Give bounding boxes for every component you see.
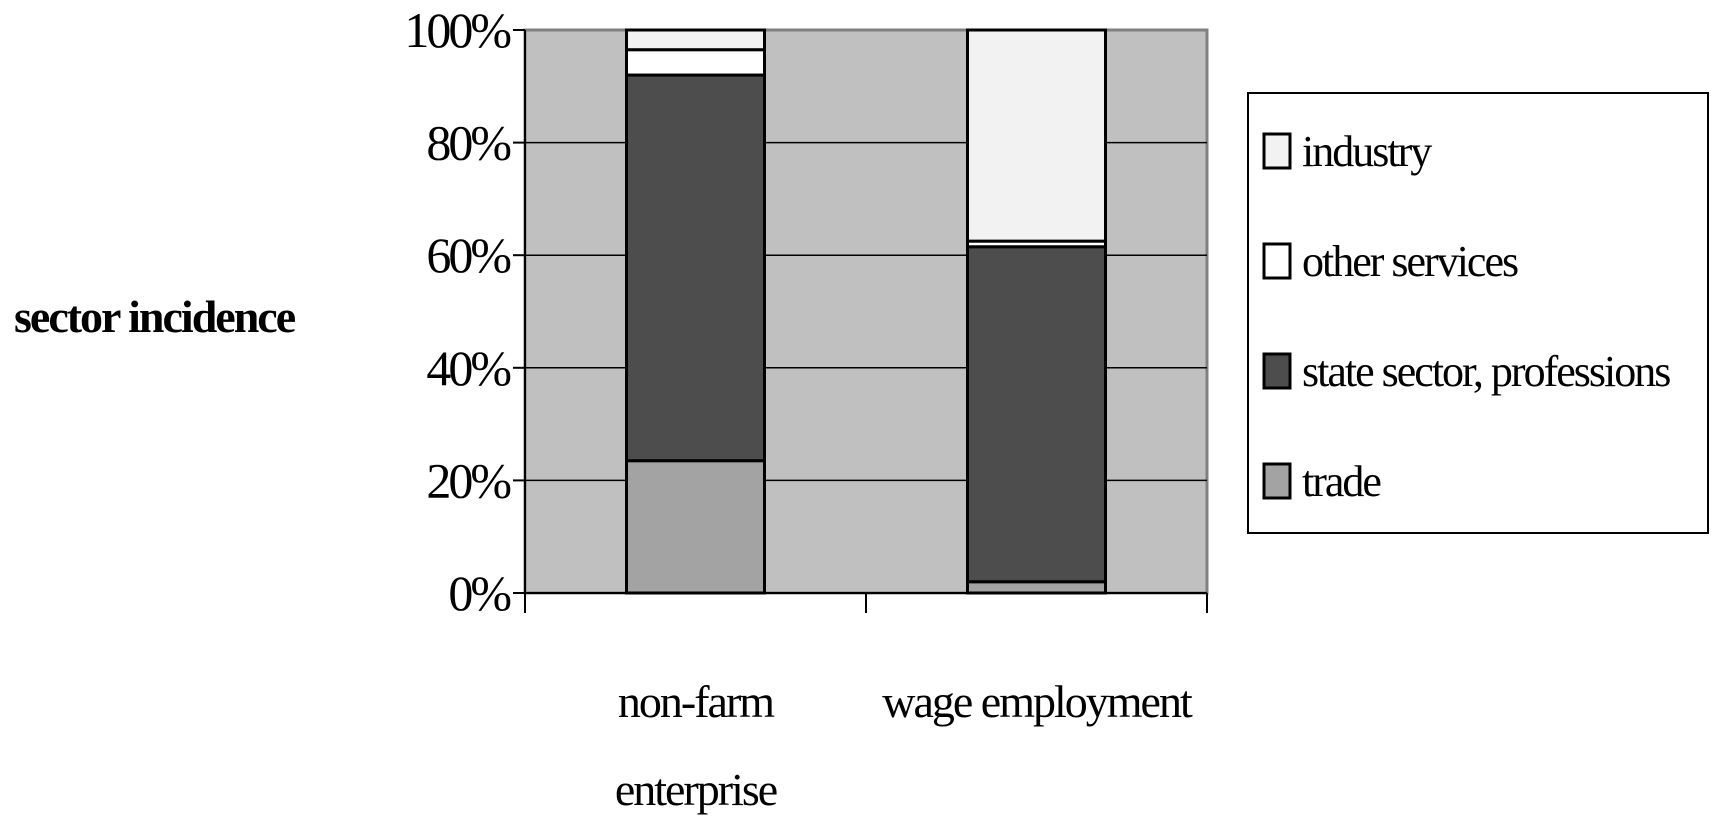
- bar-segment: [966, 245, 1107, 584]
- y-tick-label: 60%: [426, 227, 510, 283]
- legend-swatch: [1262, 242, 1292, 280]
- bar-segment: [625, 48, 766, 77]
- y-tick-label: 100%: [404, 2, 510, 58]
- x-category-label: non-farm enterprise: [615, 676, 777, 815]
- legend: industry other services state sector, prof…: [1247, 92, 1709, 534]
- legend-swatch: [1262, 462, 1292, 500]
- legend-label: state sector, professions: [1302, 347, 1670, 396]
- x-axis: non-farm enterprise wage employment: [524, 592, 1208, 815]
- y-tick-label: 0%: [448, 565, 510, 621]
- bar-segment: [625, 73, 766, 463]
- legend-swatch: [1262, 352, 1292, 390]
- bar-segment: [966, 580, 1107, 595]
- x-category-label-line: enterprise: [615, 764, 777, 815]
- y-axis: 0% 20% 40% 60% 80% 100%: [404, 2, 526, 621]
- y-tick-label: 40%: [426, 340, 510, 396]
- legend-label: industry: [1302, 127, 1432, 176]
- bar-segment: [966, 28, 1107, 243]
- bar-segment: [625, 28, 766, 52]
- y-tick-label: 80%: [426, 115, 510, 171]
- bar-segment: [625, 459, 766, 595]
- x-category-label-line: non-farm: [618, 676, 775, 727]
- legend-label: trade: [1302, 457, 1380, 506]
- x-category-label-line: wage employment: [882, 676, 1193, 727]
- legend-swatch: [1262, 132, 1292, 170]
- x-category-label: wage employment: [882, 676, 1193, 727]
- legend-box: [1247, 92, 1709, 534]
- legend-label: other services: [1302, 237, 1518, 286]
- y-axis-title: sector incidence: [14, 291, 296, 342]
- y-tick-label: 20%: [426, 452, 510, 508]
